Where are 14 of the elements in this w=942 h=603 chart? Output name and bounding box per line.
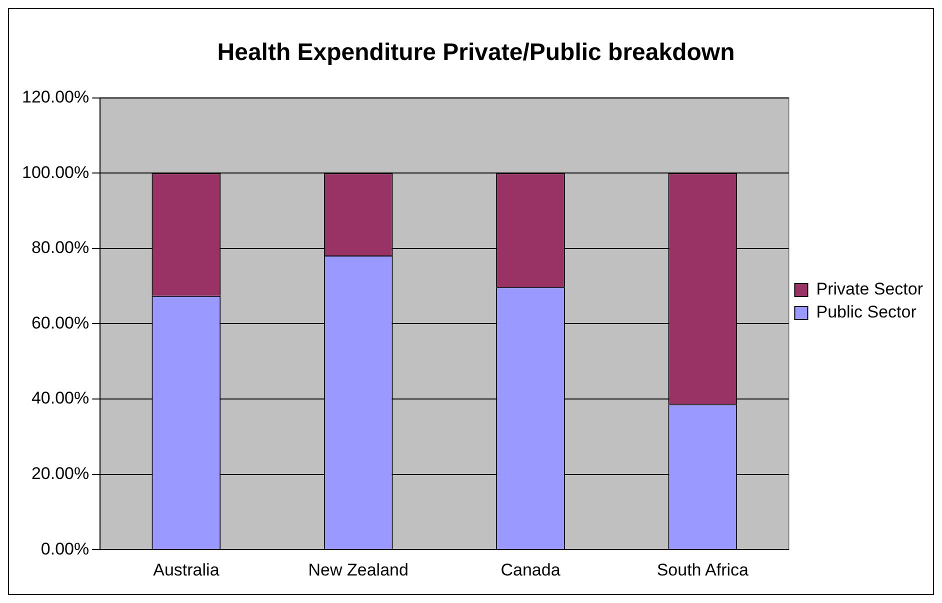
x-tick-label: South Africa <box>656 560 750 580</box>
y-tick-label: 40.00% <box>31 388 90 408</box>
y-tick-label: 60.00% <box>31 313 90 332</box>
y-tick-label: 100.00% <box>22 162 90 182</box>
legend-label: Public Sector <box>816 302 917 322</box>
y-tick-label: 0.00% <box>40 539 90 558</box>
x-tick-label: New Zealand <box>308 560 408 580</box>
x-tick-label: Australia <box>153 560 220 580</box>
y-tick-label: 120.00% <box>22 87 90 106</box>
y-tick-label: 20.00% <box>31 464 90 483</box>
legend-label: Private Sector <box>816 280 924 299</box>
chart-title: Health Expenditure Private/Public breakdown <box>217 39 735 66</box>
y-tick-label: 80.00% <box>31 238 90 258</box>
x-tick-label: Canada <box>500 560 561 580</box>
